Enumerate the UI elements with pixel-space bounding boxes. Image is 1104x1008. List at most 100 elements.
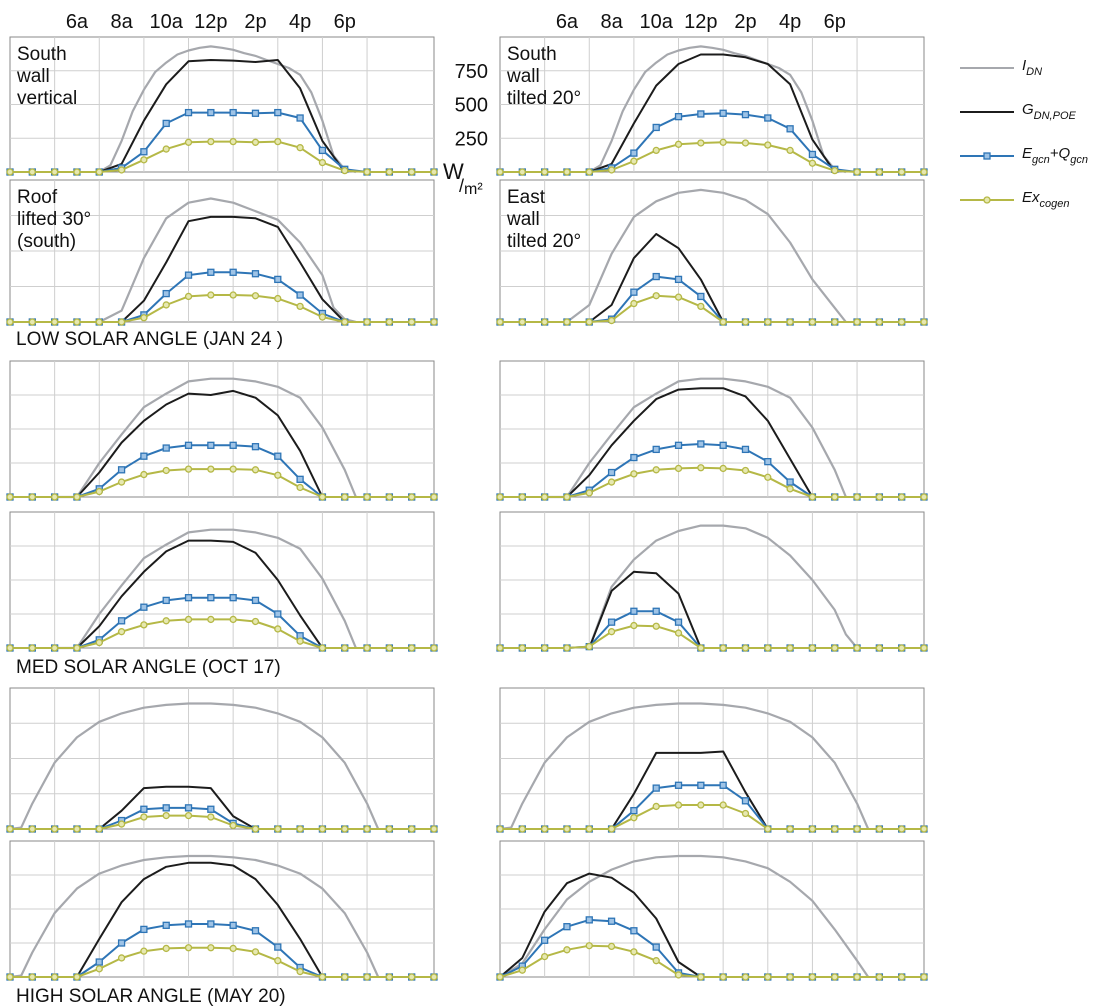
data-point	[117, 617, 126, 625]
series-Ex	[6, 944, 438, 981]
data-point	[674, 464, 683, 473]
data-point	[184, 138, 193, 146]
data-point	[764, 114, 772, 122]
data-point	[28, 168, 36, 176]
data-point	[786, 973, 794, 981]
data-point	[385, 644, 394, 652]
data-point	[674, 275, 683, 284]
data-point	[95, 487, 103, 496]
data-point	[496, 493, 504, 501]
data-point	[162, 466, 170, 475]
data-point	[95, 168, 103, 176]
data-point	[786, 825, 794, 833]
data-point	[875, 318, 884, 326]
x-tick-label: 4p	[779, 11, 801, 33]
x-tick-label: 2p	[734, 11, 756, 33]
y-tick-label: 500	[455, 95, 488, 117]
data-point	[719, 138, 727, 146]
data-point	[808, 318, 817, 326]
data-point	[50, 168, 59, 176]
data-point	[318, 313, 327, 321]
data-point	[162, 804, 170, 812]
series-GDN	[76, 389, 324, 498]
data-point	[652, 123, 660, 132]
data-point	[274, 943, 282, 951]
data-point	[28, 493, 36, 501]
data-point	[140, 156, 148, 164]
data-point	[229, 465, 237, 473]
data-point	[184, 441, 193, 449]
data-point	[741, 973, 750, 981]
data-point	[786, 478, 794, 486]
data-point	[140, 452, 148, 460]
data-point	[898, 825, 906, 833]
data-point	[652, 784, 660, 792]
data-point	[831, 493, 839, 501]
series-Ex	[496, 292, 928, 326]
x-tick-label: 6p	[824, 11, 846, 33]
series-line-GDN	[120, 215, 346, 323]
data-point	[408, 644, 416, 652]
data-point	[117, 318, 126, 326]
data-point	[652, 622, 660, 630]
series-IDN	[499, 854, 870, 978]
series-Ex	[6, 811, 438, 833]
data-point	[719, 801, 727, 809]
panel-12	[496, 840, 928, 981]
series-line-Ex	[10, 618, 434, 649]
series-GDN	[588, 570, 702, 649]
data-point	[207, 944, 215, 952]
data-point	[50, 644, 59, 652]
x-tick-label: 6a	[66, 11, 89, 33]
data-point	[28, 825, 36, 833]
data-point	[28, 973, 36, 981]
x-tick-label: 12p	[194, 11, 227, 33]
legend-item-IDN: IDN	[960, 57, 1042, 78]
data-point	[341, 166, 349, 175]
data-point	[764, 457, 772, 466]
data-point	[363, 493, 371, 501]
data-point	[341, 825, 349, 833]
data-point	[162, 145, 170, 153]
data-point	[408, 318, 416, 326]
data-point	[28, 318, 36, 326]
x-tick-label: 6a	[556, 11, 579, 33]
data-point	[341, 644, 349, 652]
data-point	[652, 466, 660, 474]
data-point	[585, 942, 593, 950]
series-Ex	[6, 615, 438, 652]
series-line-Ex	[10, 468, 434, 498]
data-point	[385, 825, 394, 833]
data-point	[808, 493, 817, 501]
data-point	[585, 489, 593, 497]
series-GDN	[120, 215, 346, 323]
data-point	[697, 781, 705, 789]
data-point	[697, 801, 705, 809]
data-point	[630, 453, 638, 462]
data-point	[585, 825, 593, 833]
data-point	[318, 973, 327, 981]
data-point	[652, 943, 660, 951]
data-point	[607, 316, 616, 325]
data-point	[296, 637, 304, 645]
data-point	[741, 139, 750, 147]
y-tick-label: 750	[455, 61, 488, 83]
series-IDN	[499, 702, 870, 831]
data-point	[251, 825, 260, 833]
data-point	[764, 473, 772, 481]
series-line-GDN	[98, 785, 256, 830]
data-point	[207, 615, 215, 624]
data-point	[607, 166, 616, 174]
data-point	[741, 797, 750, 805]
data-point	[674, 801, 683, 809]
data-point	[563, 825, 571, 833]
data-point	[585, 318, 593, 326]
data-point	[162, 119, 170, 128]
series-line-GDN	[588, 233, 725, 323]
data-point	[697, 302, 705, 311]
series-IDN	[54, 528, 357, 650]
y-axis-labels: W m² / 250 500 750	[443, 61, 488, 198]
series-line-IDN	[566, 188, 847, 323]
panel-label-line: Roof	[17, 187, 58, 208]
series-line-GDN	[76, 389, 324, 498]
